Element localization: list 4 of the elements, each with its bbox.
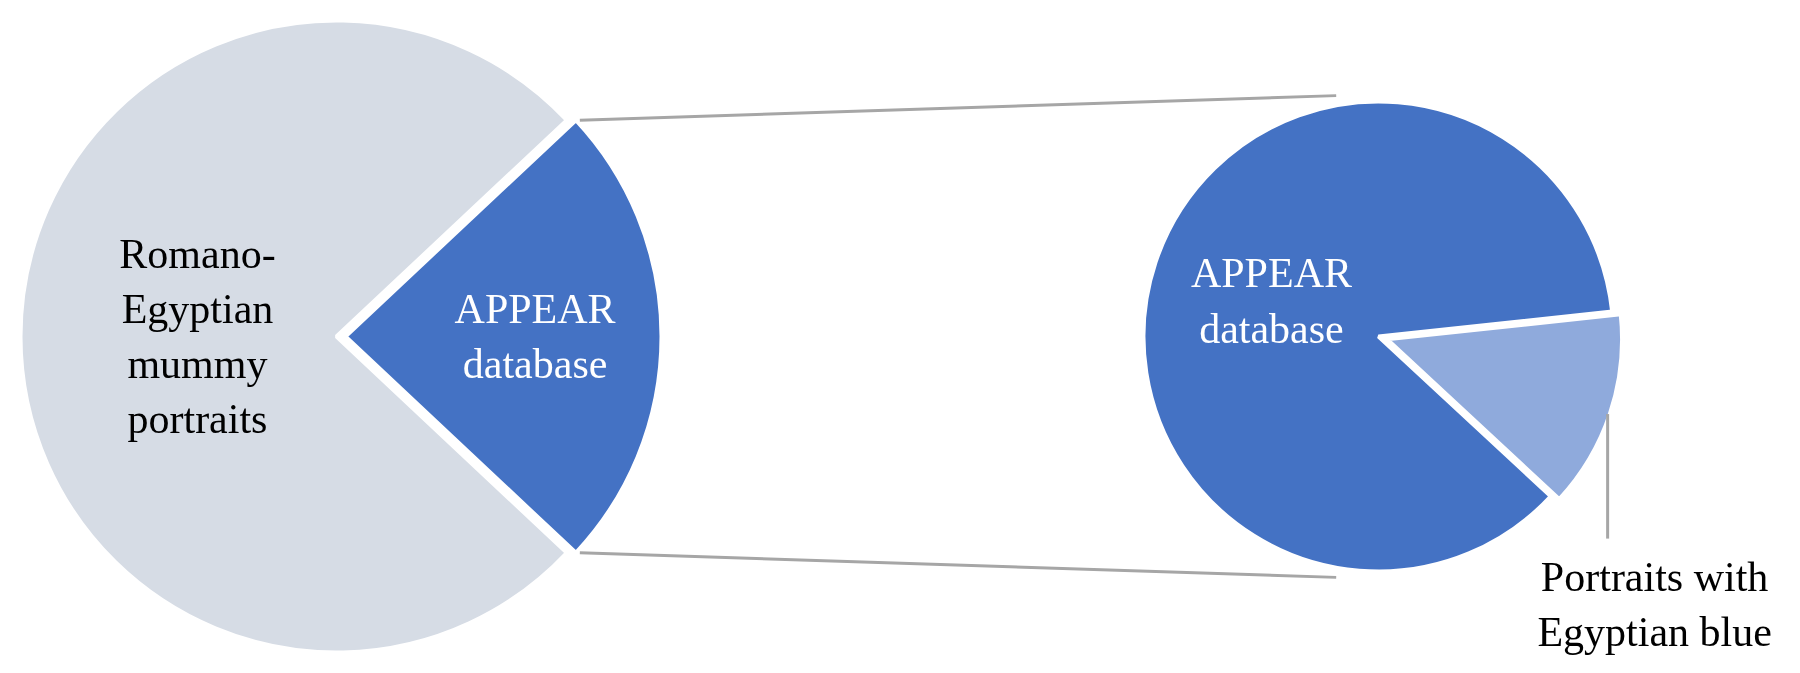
slice-label: APPEAR database bbox=[454, 285, 616, 388]
slice-label: Romano-Egyptian mummy portraits bbox=[119, 230, 276, 443]
slice-label: APPEAR database bbox=[1190, 250, 1352, 352]
slice-label: Portraits with Egyptian blue bbox=[1537, 553, 1772, 655]
